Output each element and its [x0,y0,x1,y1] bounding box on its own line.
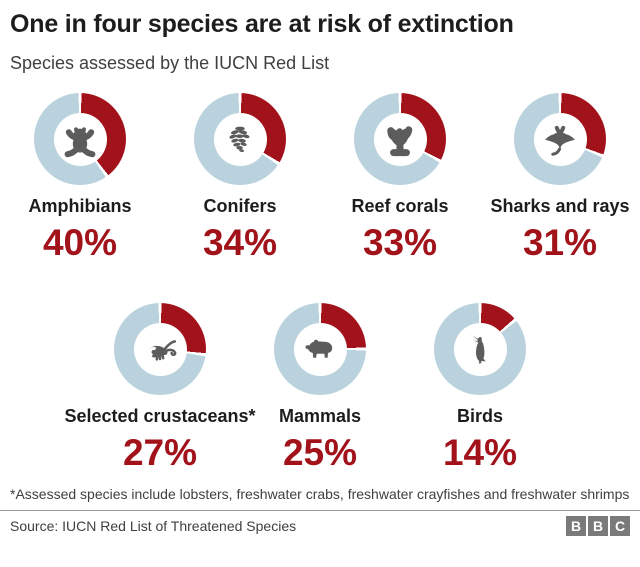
source-text: Source: IUCN Red List of Threatened Spec… [10,517,297,534]
percent-value: 40% [42,222,118,264]
donut-chart-mammals [274,303,366,396]
page-subtitle: Species assessed by the IUCN Red List [10,52,330,73]
donut-row-1: Amphibians 40% [0,93,640,261]
category-label: Sharks and rays [490,196,630,217]
category-label: Amphibians [28,196,132,217]
donut-card-sharks-rays: Sharks and rays 31% [480,93,640,261]
shrimp-icon [148,329,180,369]
donut-hole [213,112,267,166]
percent-value: 34% [202,222,278,264]
bbc-logo-letter: B [588,515,608,536]
footnote: *Assessed species include lobsters, fres… [10,485,630,502]
donut-chart-reef-corals [354,93,446,186]
donut-card-birds: Birds 14% [400,303,560,471]
bbc-logo: B B C [566,515,630,536]
bird-icon [472,335,486,364]
manta-ray-icon [545,119,575,159]
category-label: Reef corals [351,196,449,217]
bbc-logo-letter: C [610,515,630,536]
percent-value: 33% [362,222,438,264]
frog-icon [60,127,100,159]
donut-chart-crustaceans [114,303,206,396]
percent-value: 31% [522,222,598,264]
donut-hole [53,112,107,166]
bear-icon [305,339,333,358]
category-label: Conifers [203,196,277,217]
donut-hole [373,112,427,166]
bbc-logo-letter: B [566,515,586,536]
percent-value: 25% [282,431,358,473]
coral-icon [380,119,420,159]
percent-value: 27% [122,431,198,473]
donut-hole [293,322,347,376]
donut-hole [453,322,507,376]
pinecone-icon [229,126,250,153]
donut-row-2: Selected crustaceans* 27% Mammals 25% [0,303,640,471]
donut-chart-amphibians [34,93,126,186]
donut-chart-birds [434,303,526,396]
percent-value: 14% [442,431,518,473]
category-label: Selected crustaceans* [64,406,256,427]
donut-hole [133,322,187,376]
donut-hole [533,112,587,166]
donut-chart-sharks-rays [514,93,606,186]
donut-card-amphibians: Amphibians 40% [0,93,160,261]
category-label: Birds [456,406,503,427]
category-label: Mammals [278,406,362,427]
donut-chart-conifers [194,93,286,186]
donut-card-crustaceans: Selected crustaceans* 27% [64,303,256,473]
footer: Source: IUCN Red List of Threatened Spec… [0,509,640,536]
donut-card-conifers: Conifers 34% [160,93,320,261]
donut-card-reef-corals: Reef corals 33% [320,93,480,261]
donut-card-mammals: Mammals 25% [240,303,400,471]
page-title: One in four species are at risk of extin… [10,10,514,38]
